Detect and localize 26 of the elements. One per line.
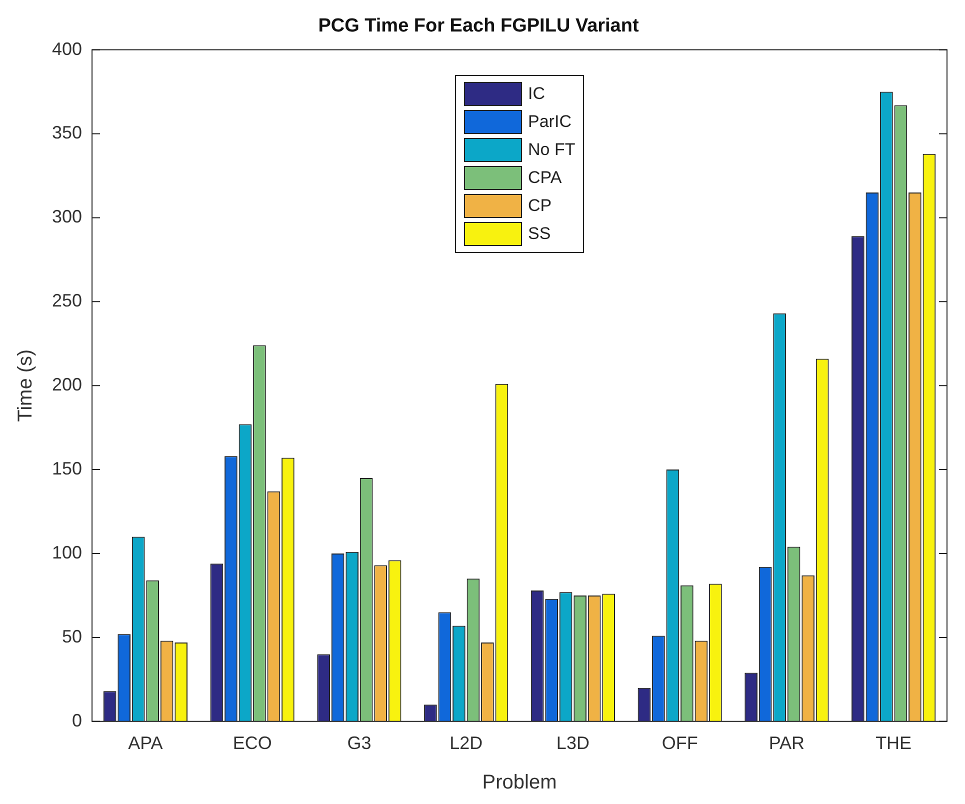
y-tick-label: 400 bbox=[52, 38, 82, 59]
legend-label: IC bbox=[528, 84, 546, 104]
y-tick-label: 50 bbox=[62, 626, 82, 646]
x-tick-label: L2D bbox=[450, 733, 483, 754]
y-tick-label: 150 bbox=[52, 458, 82, 479]
legend-label: CP bbox=[528, 196, 552, 216]
y-tick-label: 250 bbox=[52, 290, 82, 311]
legend-label: No FT bbox=[528, 140, 576, 160]
y-tick-label: 200 bbox=[52, 374, 82, 395]
y-axis-title: Time (s) bbox=[14, 349, 37, 422]
x-tick-label: G3 bbox=[347, 733, 372, 754]
y-tick-label: 350 bbox=[52, 122, 82, 143]
x-axis-title: Problem bbox=[482, 772, 557, 794]
x-tick-label: THE bbox=[876, 733, 912, 754]
x-tick-label: PAR bbox=[768, 733, 805, 754]
legend-label: CPA bbox=[528, 168, 562, 188]
x-tick-label: APA bbox=[128, 733, 163, 754]
legend-label: SS bbox=[528, 224, 551, 244]
x-tick-label: L3D bbox=[556, 733, 590, 754]
chart-title: PCG Time For Each FGPILU Variant bbox=[318, 16, 640, 37]
y-tick-label: 0 bbox=[72, 710, 82, 730]
x-tick-label: ECO bbox=[232, 733, 272, 754]
x-tick-label: OFF bbox=[662, 733, 698, 754]
legend-label: ParIC bbox=[528, 112, 572, 132]
y-tick-label: 300 bbox=[52, 206, 82, 227]
y-tick-label: 100 bbox=[52, 542, 82, 562]
